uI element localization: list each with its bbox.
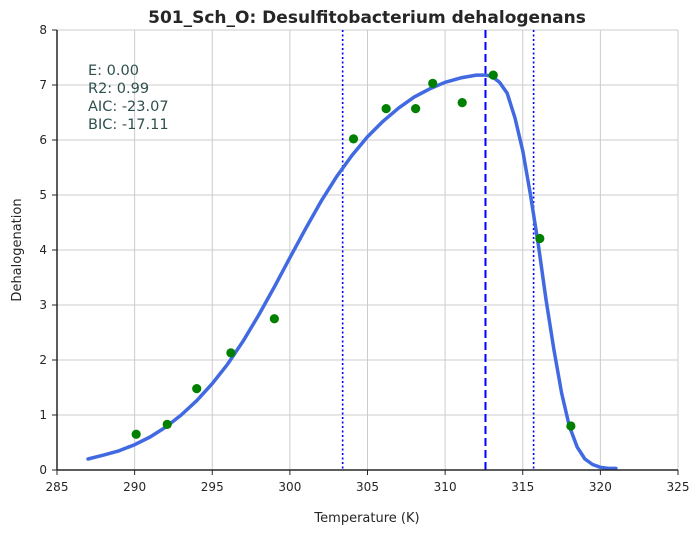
annotation-line: R2: 0.99 — [88, 81, 149, 97]
data-point — [348, 134, 359, 144]
reference-lines — [341, 30, 535, 470]
x-axis-label: Temperature (K) — [313, 511, 419, 526]
data-point — [428, 78, 438, 88]
axes — [52, 29, 679, 475]
x-tick-label: 290 — [123, 480, 146, 494]
tick-labels: 285 290 295 300 305 310 315 320 325 0 1 2 3 4 5 6 7 8 — [39, 23, 689, 494]
y-tick-label: 6 — [39, 133, 47, 147]
annotation-line: AIC: -23.07 — [88, 99, 169, 115]
x-tick-label: 285 — [46, 480, 69, 494]
data-point — [488, 70, 498, 80]
fit-curve — [86, 73, 618, 471]
y-tick-label: 0 — [39, 463, 47, 477]
data-point — [381, 104, 391, 114]
y-tick-label: 5 — [39, 188, 47, 202]
data-point — [162, 419, 172, 429]
y-tick-label: 3 — [39, 298, 47, 312]
y-tick-label: 1 — [39, 408, 47, 422]
data-point — [269, 314, 279, 324]
x-tick-label: 300 — [278, 480, 301, 494]
annotation-line: E: 0.00 — [88, 63, 139, 79]
data-point — [226, 348, 236, 358]
grid-lines — [56, 29, 679, 471]
data-point — [457, 98, 467, 108]
x-tick-label: 310 — [434, 480, 457, 494]
y-axis-label: Dehalogenation — [10, 198, 25, 301]
data-point — [192, 384, 202, 394]
data-point — [566, 421, 576, 431]
x-tick-label: 315 — [511, 480, 534, 494]
y-tick-label: 2 — [39, 353, 47, 367]
data-points-layer — [131, 70, 576, 439]
y-tick-label: 8 — [39, 23, 47, 37]
x-tick-label: 320 — [589, 480, 612, 494]
stats-annotations: E: 0.00 R2: 0.99 AIC: -23.07 BIC: -17.11 — [88, 63, 169, 133]
annotation-line: BIC: -17.11 — [88, 117, 169, 133]
x-tick-label: 325 — [667, 480, 690, 494]
data-point — [411, 104, 421, 114]
data-point — [131, 429, 141, 439]
x-tick-label: 295 — [201, 480, 224, 494]
chart-title: 501_Sch_O: Desulfitobacterium dehalogena… — [148, 8, 586, 28]
data-point — [535, 233, 545, 244]
y-tick-label: 4 — [39, 243, 47, 257]
x-tick-label: 305 — [356, 480, 379, 494]
y-tick-label: 7 — [39, 78, 47, 92]
fit-curve-layer — [86, 73, 618, 471]
